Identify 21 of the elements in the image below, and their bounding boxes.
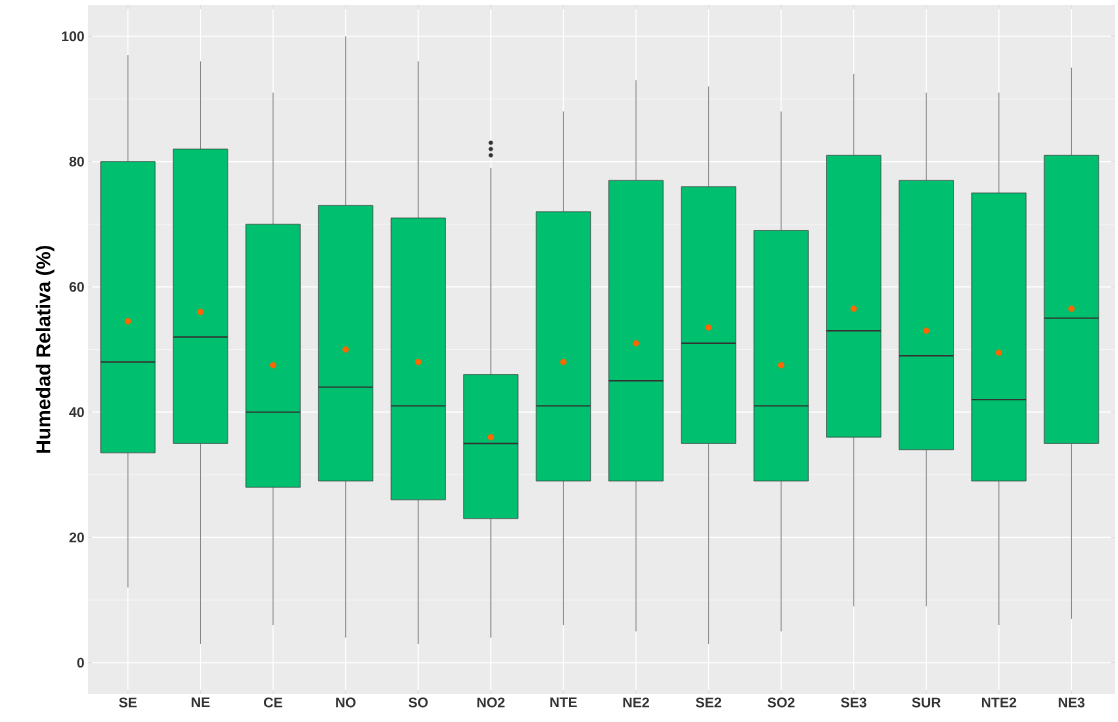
y-tick-label: 80 [69,156,84,167]
y-tick-label: 0 [77,657,84,668]
x-tick-label: NTE [550,697,577,708]
x-tick-label: NO [336,697,356,708]
x-tick-label: SE3 [840,697,867,708]
y-tick-label: 40 [69,407,84,418]
x-tick-label: NE2 [623,697,649,708]
x-tick-label: NTE2 [982,697,1017,708]
x-tick-label: SO2 [767,697,795,708]
y-tick-label: 100 [62,31,84,42]
x-tick-label: NO2 [477,697,505,708]
x-tick-label: SE2 [695,697,722,708]
x-tick-label: CE [263,697,283,708]
x-tick-label: SUR [911,697,941,708]
y-tick-label: 60 [69,281,84,292]
x-tick-label: NE [191,697,210,708]
y-tick-label: 20 [69,532,84,543]
x-tick-label: NE3 [1058,697,1085,708]
x-tick-label: SE [119,697,137,708]
x-tick-label: SO [408,697,428,708]
y-axis-title: Humedad Relativa (%) [35,245,55,453]
